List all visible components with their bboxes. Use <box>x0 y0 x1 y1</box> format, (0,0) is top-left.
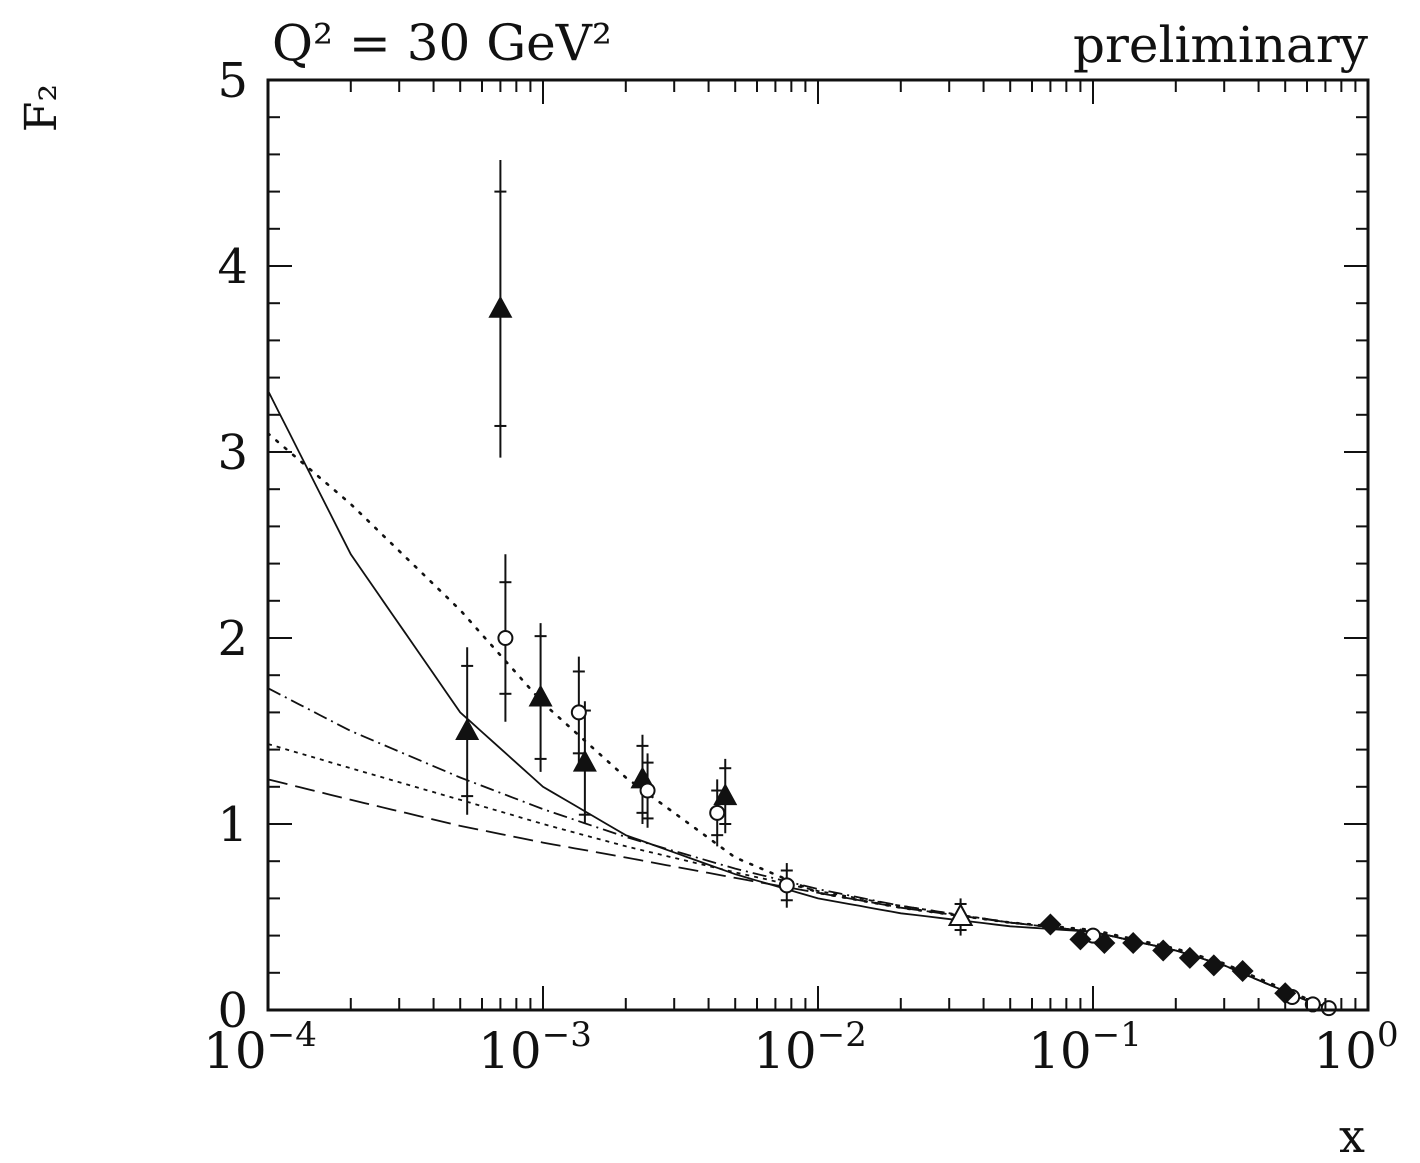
data-point-filled-triangle <box>455 718 480 740</box>
theory-curve-short-dash <box>267 743 1335 1011</box>
y-tick-label: 0 <box>217 983 248 1039</box>
theory-curve-solid <box>267 390 1335 1011</box>
y-tick-label: 3 <box>217 425 248 481</box>
data-point-filled-diamond <box>1274 982 1297 1005</box>
data-point-filled-diamond <box>1069 928 1092 951</box>
data-point-open-circle <box>497 630 514 646</box>
data-point-open-circle <box>778 877 795 894</box>
error-bars-layer <box>461 159 1335 1010</box>
data-point-filled-diamond <box>1122 932 1145 955</box>
data-point-filled-diamond <box>1152 939 1175 962</box>
markers-layer <box>455 295 1337 1017</box>
y-tick-label: 5 <box>217 53 248 109</box>
data-point-filled-triangle <box>572 749 597 772</box>
chart-subtitle: preliminary <box>1073 16 1369 74</box>
x-tick-label: 10−4 <box>203 1015 317 1080</box>
y-tick-label: 2 <box>217 611 248 667</box>
tick-labels-layer: 0 1 2 3 4 5 10−4 10−3 10−2 10−1 100 <box>203 53 1399 1080</box>
x-tick-label: 10−3 <box>478 1015 592 1080</box>
data-point-filled-diamond <box>1202 954 1225 977</box>
curves-layer <box>266 390 1335 1012</box>
data-point-filled-diamond <box>1039 913 1062 936</box>
data-point-open-circle <box>709 804 726 821</box>
data-point-filled-diamond <box>1231 959 1254 982</box>
data-point-open-circle <box>639 782 656 799</box>
ticks-layer <box>267 79 1368 1011</box>
y-tick-label: 4 <box>217 239 248 295</box>
data-point-open-circle <box>1320 1000 1337 1017</box>
x-tick-label: 10−2 <box>753 1015 867 1080</box>
data-point-filled-diamond <box>1093 932 1116 955</box>
theory-curve-dotted <box>266 432 1335 1012</box>
data-point-filled-triangle <box>713 783 738 806</box>
x-axis-label: x <box>1339 1109 1365 1159</box>
data-point-filled-triangle <box>488 295 513 318</box>
data-point-filled-diamond <box>1178 946 1201 969</box>
y-tick-label: 1 <box>217 797 248 853</box>
x-tick-label: 10−1 <box>1028 1015 1142 1080</box>
x-tick-label: 100 <box>1313 1015 1398 1080</box>
theory-curve-long-dash <box>267 778 1335 1011</box>
y-axis-label: F₂ <box>16 84 67 132</box>
plot-frame <box>266 78 1370 1012</box>
theory-curve-dash-dot <box>267 687 1335 1011</box>
data-point-open-triangle <box>947 902 974 926</box>
chart-title: Q² = 30 GeV² <box>272 14 612 72</box>
data-point-open-circle <box>570 704 587 721</box>
data-point-filled-triangle <box>528 684 553 707</box>
